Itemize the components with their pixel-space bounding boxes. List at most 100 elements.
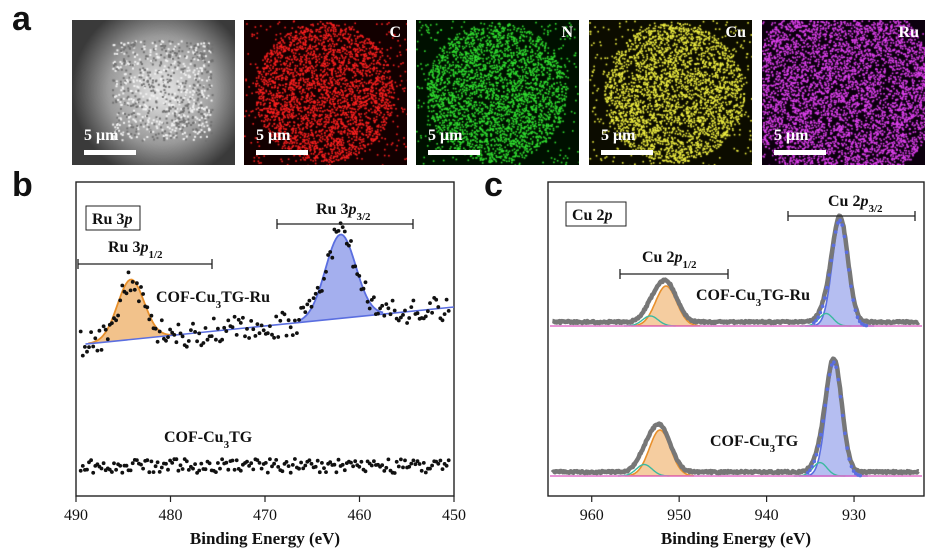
data-point (189, 328, 193, 332)
data-point (336, 229, 341, 233)
data-point (251, 327, 256, 332)
data-point (313, 291, 318, 296)
data-point (265, 331, 270, 336)
data-point (124, 291, 129, 296)
data-point (317, 470, 322, 475)
data-point (444, 297, 449, 302)
fit-point (838, 218, 842, 223)
data-point (141, 466, 146, 471)
fit-point (825, 285, 829, 290)
data-point (226, 467, 231, 472)
data-point (257, 461, 262, 465)
fit-point (814, 318, 818, 323)
data-point (359, 459, 364, 464)
data-point (392, 471, 397, 475)
data-point (238, 321, 243, 325)
eds-map-cu: Cu 5 μm (589, 20, 752, 165)
satellite-component (617, 463, 670, 477)
data-point (253, 334, 258, 338)
data-point (241, 315, 245, 320)
data-point (222, 325, 227, 330)
data-point (272, 461, 276, 466)
data-point (207, 461, 212, 466)
data-point (446, 309, 451, 313)
data-point (301, 466, 306, 471)
data-point (184, 459, 189, 464)
fit-peak-component (805, 221, 875, 327)
data-point (261, 328, 266, 333)
data-point (361, 286, 366, 291)
data-point (170, 461, 175, 465)
data-point (376, 311, 380, 316)
map-element-label: C (389, 24, 401, 41)
data-point (440, 467, 445, 471)
fit-point (840, 413, 845, 418)
data-point (428, 301, 432, 305)
data-point (347, 243, 351, 248)
data-point (83, 345, 87, 349)
x-axis-label: Binding Energy (eV) (661, 529, 811, 548)
data-point (147, 317, 152, 322)
data-point (209, 334, 214, 338)
data-point (367, 306, 372, 311)
data-point (380, 463, 385, 467)
data-point (124, 463, 129, 468)
data-point (303, 463, 308, 468)
data-point (276, 465, 281, 469)
data-point (120, 283, 125, 288)
data-point (357, 274, 362, 278)
data-point (409, 305, 414, 309)
data-point (305, 302, 310, 307)
map-element-label: N (561, 24, 573, 41)
data-point (438, 458, 443, 463)
data-point (238, 468, 243, 473)
data-point (401, 313, 405, 317)
x-tick-label: 460 (348, 507, 372, 524)
fit-point (849, 464, 854, 469)
data-point (234, 333, 239, 337)
data-point (282, 312, 287, 317)
data-point (430, 463, 434, 468)
data-point (411, 458, 416, 463)
data-point (297, 466, 301, 471)
data-point (326, 253, 330, 257)
fit-point (805, 470, 810, 475)
data-point (172, 333, 177, 337)
data-point (392, 308, 397, 313)
data-point (382, 313, 387, 318)
data-point (303, 310, 308, 314)
data-point (415, 459, 420, 464)
data-point (103, 327, 108, 332)
data-point (251, 467, 256, 472)
fit-point (847, 457, 851, 461)
x-tick-label: 450 (442, 507, 466, 524)
data-point (216, 326, 220, 331)
data-point (230, 458, 235, 463)
data-point (178, 331, 183, 336)
element-box-label: Ru 3p (92, 211, 132, 228)
fit-point (831, 243, 836, 248)
data-point (268, 457, 272, 461)
data-point (191, 466, 195, 471)
x-tick-label: 960 (580, 507, 604, 524)
fit-point (844, 250, 849, 255)
scale-bar-label: 5 μm (84, 127, 119, 144)
data-point (174, 340, 179, 345)
data-point (114, 318, 118, 323)
scale-bar-label: 5 μm (774, 127, 809, 144)
data-point (444, 463, 449, 468)
data-point (78, 329, 83, 334)
data-point (313, 464, 318, 469)
fit-point (816, 444, 821, 448)
data-point (384, 302, 389, 306)
peak-label-2p1-2: Cu 2p1/2 (642, 249, 697, 271)
data-point (417, 462, 422, 466)
data-point (249, 461, 254, 466)
data-point (257, 331, 262, 336)
data-point (110, 321, 114, 325)
data-point (349, 239, 353, 243)
fit-point (814, 452, 819, 457)
data-point (263, 461, 268, 465)
data-point (230, 325, 235, 329)
data-point (199, 461, 204, 466)
